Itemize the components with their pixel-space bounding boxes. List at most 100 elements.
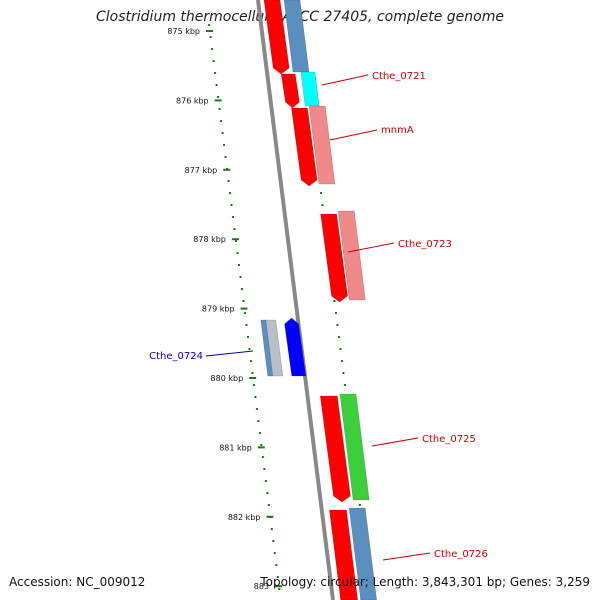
- cds-bar: [280, 73, 300, 109]
- guide-dot: [215, 84, 218, 86]
- gene-label: Cthe_0726: [434, 549, 488, 560]
- gene-labels: Cthe_0721 mnmA Cthe_0723 Cthe_0724 Cthe_0725…: [149, 71, 488, 561]
- guide-dot: [337, 336, 340, 338]
- guide-dot: [237, 264, 240, 266]
- guide-dot: [276, 576, 279, 578]
- guide-dot: [242, 300, 245, 302]
- guide-dot: [234, 240, 237, 242]
- guide-dot: [224, 156, 227, 158]
- tick-label: 880 kbp: [211, 374, 244, 383]
- guide-dot: [260, 444, 263, 446]
- guide-dot: [223, 144, 226, 146]
- cog-bar: [337, 210, 366, 301]
- gene-label: Cthe_0725: [422, 434, 476, 445]
- guide-dot: [340, 360, 343, 362]
- guide-dot: [263, 468, 266, 470]
- guide-dot: [236, 252, 239, 254]
- guide-dot: [240, 288, 243, 290]
- guide-dot: [246, 336, 249, 338]
- guide-dot: [272, 540, 275, 542]
- guide-dot: [230, 204, 233, 206]
- guide-dot: [257, 420, 260, 422]
- guide-dot: [254, 396, 257, 398]
- guide-dot: [266, 492, 269, 494]
- guide-dot: [218, 108, 221, 110]
- guide-dot: [270, 528, 273, 530]
- guide-dot: [336, 324, 339, 326]
- guide-dot: [209, 36, 212, 38]
- tick-label: 879 kbp: [202, 305, 235, 314]
- leader-line: [329, 129, 378, 141]
- guide-dot: [252, 384, 255, 386]
- gene-features: [260, 0, 377, 600]
- gene-label: Cthe_0721: [372, 71, 426, 82]
- tick-label: 876 kbp: [176, 96, 209, 105]
- guide-dot: [273, 552, 276, 554]
- tick-label: 881 kbp: [219, 443, 252, 452]
- guide-dot: [227, 180, 230, 182]
- tick-marks: 875 kbp 876 kbp 877 kbp 878 kbp 879 kbp 880 k…: [167, 27, 283, 591]
- cog-bar: [300, 71, 320, 107]
- guide-dot: [214, 72, 217, 74]
- gene-label: mnmA: [381, 125, 414, 136]
- guide-dot: [233, 228, 236, 230]
- tick-label: 882 kbp: [228, 513, 261, 522]
- cds-bar: [291, 107, 318, 187]
- guide-dot: [226, 168, 229, 170]
- guide-dot: [220, 120, 223, 122]
- guide-dot: [342, 372, 345, 374]
- guide-dot: [245, 324, 248, 326]
- backbone-line: [256, 0, 335, 600]
- tick-label: 878 kbp: [193, 235, 226, 244]
- guide-dot: [248, 348, 251, 350]
- leader-line: [205, 350, 254, 357]
- cog-bar: [348, 507, 377, 600]
- guide-dot: [229, 192, 232, 194]
- guide-dot: [208, 24, 211, 26]
- guide-dot: [358, 504, 361, 506]
- guide-dot: [269, 516, 272, 518]
- genome-stats: Topology: circular; Length: 3,843,301 bp…: [260, 575, 590, 589]
- guide-dot: [251, 372, 254, 374]
- guide-dot: [261, 456, 264, 458]
- cog-bar: [339, 393, 370, 501]
- cog-bar: [308, 105, 336, 185]
- leader-line: [321, 74, 369, 86]
- tick-label: 875 kbp: [167, 27, 200, 36]
- guide-dot: [267, 504, 270, 506]
- backbone: [256, 0, 335, 600]
- cog-bar: [260, 319, 274, 377]
- guide-dot: [239, 276, 242, 278]
- guide-dot: [221, 132, 224, 134]
- leader-line: [347, 242, 395, 253]
- guide-dot: [217, 96, 220, 98]
- guide-dot: [321, 204, 324, 206]
- gene-label: Cthe_0723: [398, 239, 452, 250]
- guide-dot: [249, 360, 252, 362]
- guide-dot: [264, 480, 267, 482]
- guide-dot: [211, 48, 214, 50]
- guide-dot: [258, 432, 261, 434]
- tick-label: 883: [254, 582, 269, 591]
- leader-line: [382, 552, 431, 561]
- guide-dot: [333, 300, 336, 302]
- cds-bar: [263, 0, 290, 75]
- guide-dot: [339, 348, 342, 350]
- guide-dot: [320, 192, 323, 194]
- guide-dot: [278, 588, 281, 590]
- tick-label: 877 kbp: [185, 166, 218, 175]
- accession-label: Accession: NC_009012: [9, 575, 146, 589]
- guide-dot: [334, 312, 337, 314]
- guide-dot: [275, 564, 278, 566]
- gene-label: Cthe_0724: [149, 351, 203, 362]
- cds-bar: [320, 213, 348, 303]
- guide-dot: [243, 312, 246, 314]
- cds-bar: [329, 509, 358, 600]
- guide-dot: [212, 60, 215, 62]
- guide-dot: [343, 384, 346, 386]
- cds-bar: [319, 395, 351, 503]
- guide-dot: [232, 216, 235, 218]
- cds-bar: [284, 317, 307, 377]
- guide-dot: [255, 408, 258, 410]
